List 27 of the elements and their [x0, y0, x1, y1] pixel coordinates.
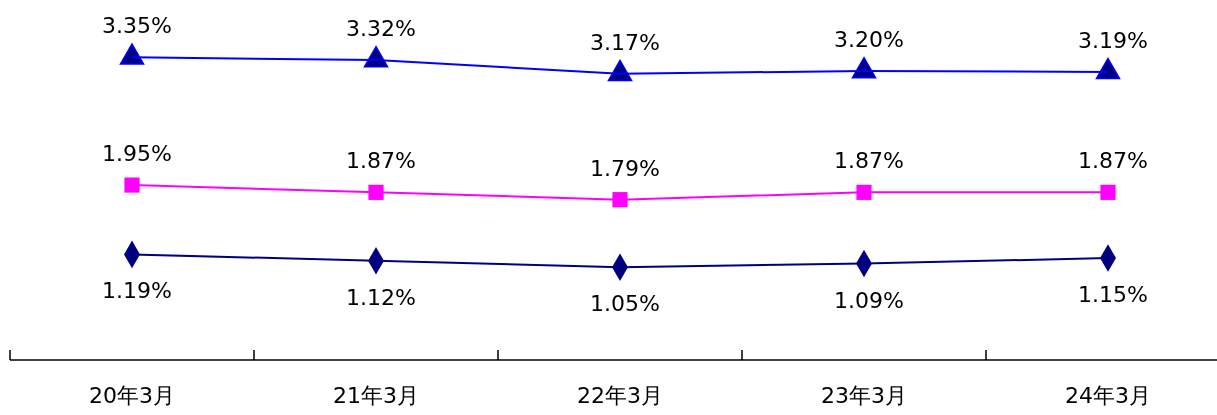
- point: [1095, 57, 1121, 80]
- point: [856, 184, 872, 200]
- data-label: 1.87%: [1078, 148, 1148, 174]
- x-tick-label: 21年3月: [333, 383, 419, 408]
- data-label: 1.79%: [590, 155, 660, 181]
- data-label: 1.05%: [590, 291, 660, 317]
- point: [119, 43, 145, 65]
- x-tick-label: 22年3月: [577, 383, 663, 408]
- data-label: 3.20%: [834, 27, 904, 52]
- data-label: 3.19%: [1078, 27, 1148, 53]
- point: [1100, 184, 1116, 200]
- point: [368, 184, 384, 200]
- x-tick-label: 20年3月: [89, 383, 175, 408]
- data-label: 3.32%: [346, 16, 416, 42]
- point: [124, 177, 140, 193]
- data-label: 1.12%: [346, 284, 416, 310]
- data-label: 3.17%: [590, 29, 660, 55]
- data-label: 1.09%: [834, 287, 904, 313]
- data-label: 1.87%: [834, 148, 904, 174]
- point: [612, 192, 628, 208]
- data-label: 1.95%: [102, 141, 172, 167]
- data-label: 3.35%: [102, 13, 172, 39]
- x-tick-label: 23年3月: [821, 383, 907, 408]
- data-label: 1.19%: [102, 278, 172, 304]
- data-label: 1.15%: [1078, 282, 1148, 308]
- x-tick-label: 24年3月: [1065, 383, 1151, 408]
- data-label: 1.87%: [346, 148, 416, 174]
